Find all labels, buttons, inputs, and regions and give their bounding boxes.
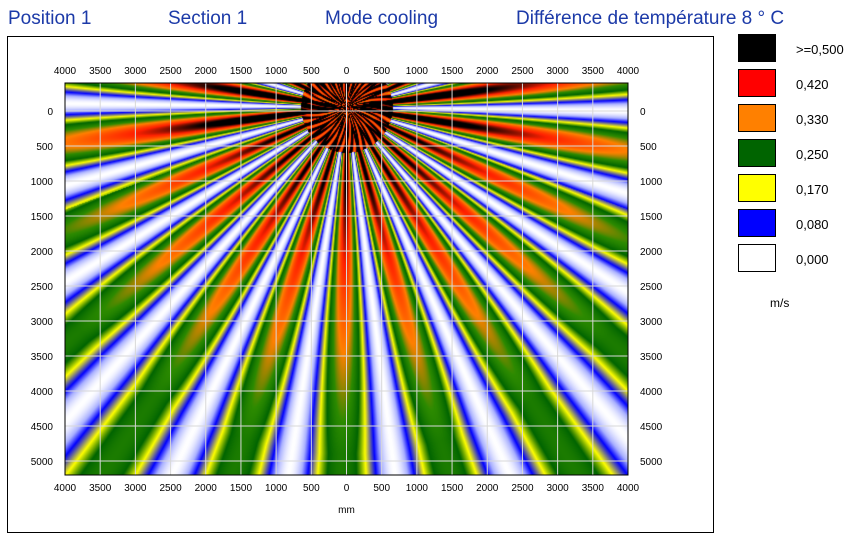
legend-swatch [738,139,776,167]
x-tick-label-bottom: 1000 [265,483,288,494]
x-tick-label-top: 2500 [159,66,182,77]
legend-item: 0,080 [738,209,848,239]
y-tick-label-left: 5000 [31,457,54,468]
x-tick-label-bottom: 3500 [89,483,112,494]
grid [64,83,629,475]
header-mode: Mode cooling [325,8,439,29]
x-tick-label-bottom: 2500 [159,483,182,494]
x-tick-label-bottom: 0 [344,483,350,494]
legend-swatch [738,244,776,272]
y-tick-label-right: 2500 [640,282,663,293]
x-tick-label-top: 1000 [265,66,288,77]
y-tick-label-right: 5000 [640,457,663,468]
legend-swatch [738,34,776,62]
legend-label: 0,330 [796,112,829,127]
legend-label: 0,420 [796,77,829,92]
y-tick-label-right: 2000 [640,247,663,258]
x-tick-label-bottom: 2000 [476,483,499,494]
y-tick-label-left: 1500 [31,212,54,223]
header-temperature-difference: Différence de température 8 ° C [516,8,785,29]
x-tick-label-top: 2500 [511,66,534,77]
x-tick-label-top: 3000 [547,66,570,77]
x-tick-label-bottom: 3000 [124,483,147,494]
plot-border [64,82,629,476]
y-tick-label-left: 3500 [31,352,54,363]
y-tick-label-right: 3500 [640,352,663,363]
legend-item: 0,420 [738,69,848,99]
legend-label: 0,080 [796,217,829,232]
y-tick-label-right: 4500 [640,422,663,433]
x-tick-label-top: 2000 [195,66,218,77]
x-tick-label-bottom: 1500 [230,483,253,494]
y-tick-label-right: 500 [640,142,657,153]
x-tick-label-bottom: 1000 [406,483,429,494]
x-tick-label-bottom: 500 [373,483,390,494]
y-tick-label-left: 2500 [31,282,54,293]
tick-labels: 4000 4000 3500 3500 3000 3000 2500 2500 2000 2000… [31,66,663,494]
legend-item: 0,330 [738,104,848,134]
x-axis-title: mm [338,505,355,516]
legend-item: >=0,500 [738,34,848,64]
legend-item: 0,000 [738,244,848,274]
y-tick-label-right: 3000 [640,317,663,328]
x-tick-label-top: 4000 [617,66,640,77]
y-tick-label-left: 4500 [31,422,54,433]
legend-label: 0,000 [796,252,829,267]
header-section: Section 1 [168,8,248,29]
legend-swatch [738,209,776,237]
y-tick-label-left: 500 [36,142,53,153]
x-tick-label-top: 3500 [89,66,112,77]
y-tick-label-left: 2000 [31,247,54,258]
y-tick-label-left: 1000 [31,177,54,188]
y-tick-label-left: 3000 [31,317,54,328]
legend-swatch [738,104,776,132]
x-tick-label-bottom: 3500 [582,483,605,494]
legend-swatch [738,69,776,97]
x-tick-label-bottom: 2000 [195,483,218,494]
legend-label: 0,250 [796,147,829,162]
legend-label: >=0,500 [796,42,844,57]
legend-swatch [738,174,776,202]
x-tick-label-top: 0 [344,66,350,77]
y-tick-label-right: 0 [640,107,646,118]
chart-frame: 4000 4000 3500 3500 3000 3000 2500 2500 2000 2000… [7,36,714,533]
legend-label: 0,170 [796,182,829,197]
x-tick-label-bottom: 2500 [511,483,534,494]
legend-unit: m/s [770,296,790,310]
x-tick-label-top: 3000 [124,66,147,77]
velocity-heatmap-chart: 4000 4000 3500 3500 3000 3000 2500 2500 2000 2000… [31,66,663,516]
x-tick-label-bottom: 500 [303,483,320,494]
y-tick-label-right: 1500 [640,212,663,223]
x-tick-label-top: 1000 [406,66,429,77]
x-tick-label-top: 500 [373,66,390,77]
x-tick-label-bottom: 3000 [547,483,570,494]
legend-item: 0,170 [738,174,848,204]
x-tick-label-bottom: 4000 [617,483,640,494]
y-tick-label-right: 4000 [640,387,663,398]
x-tick-label-top: 2000 [476,66,499,77]
x-tick-label-bottom: 1500 [441,483,464,494]
x-tick-label-top: 3500 [582,66,605,77]
x-tick-label-top: 1500 [230,66,253,77]
x-tick-label-bottom: 4000 [54,483,77,494]
x-tick-label-top: 1500 [441,66,464,77]
y-tick-label-right: 1000 [640,177,663,188]
header-position: Position 1 [8,8,92,29]
y-tick-label-left: 4000 [31,387,54,398]
x-tick-label-top: 4000 [54,66,77,77]
legend-item: 0,250 [738,139,848,169]
y-tick-label-left: 0 [47,107,53,118]
x-tick-label-top: 500 [303,66,320,77]
